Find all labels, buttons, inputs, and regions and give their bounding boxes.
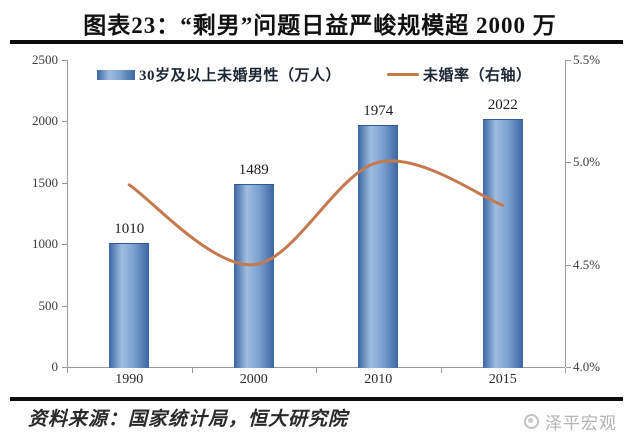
left-axis-tick-mark [62,305,67,307]
legend-label-line-series: 未婚率（右轴） [423,68,532,84]
right-axis-tick-mark [566,367,571,368]
right-axis-tick-mark [566,60,571,61]
right-axis-tick-label: 4.0% [573,359,601,374]
bar-value-label: 1489 [238,162,269,179]
bar-2015 [482,118,523,368]
bar-series-swatch-icon [97,69,135,80]
left-axis-tick-mark [62,121,67,123]
x-axis-category-label: 2010 [364,372,393,387]
title-underline-rule [10,40,623,44]
right-axis-tick-mark [566,162,571,164]
legend-item-bar-series: 30岁及以上未婚男性（万人） [97,64,341,85]
x-axis-tick-mark [67,368,68,373]
right-axis-tick-label: 4.5% [573,256,601,272]
watermark-label: 泽平宏观 [545,414,617,433]
right-axis-tick-label: 5.0% [573,154,601,170]
left-axis-tick-label: 1000 [32,236,58,252]
right-axis-tick-label: 5.5% [573,52,601,67]
left-axis-tick-mark [62,60,67,61]
x-axis-category-label: 2000 [239,372,268,387]
left-axis-tick-mark [62,244,67,246]
left-axis-tick-label: 2000 [32,113,58,129]
left-axis-line [67,60,68,367]
line-series-swatch-icon [387,73,420,76]
bar-2000 [233,184,274,368]
zeping-logo-icon [524,414,539,429]
right-axis-line [565,60,566,367]
x-axis-line [67,367,565,368]
x-axis-tick-mark [440,368,442,373]
bar-2010 [358,124,399,368]
left-axis-tick-label: 0 [51,359,59,374]
left-axis-tick-label: 1500 [32,174,58,190]
x-axis-tick-mark [191,368,193,373]
left-axis-tick-mark [62,182,67,184]
bar-1990 [109,242,150,368]
chart-title: 图表23：“剩男”问题日益严峻规模超 2000 万 [83,13,557,38]
left-axis-tick-mark [62,367,67,368]
chart-legend: 30岁及以上未婚男性（万人） 未婚率（右轴） [97,64,532,85]
left-axis-tick-label: 500 [38,297,59,313]
publisher-watermark: 泽平宏观 [524,409,617,434]
footer-divider-rule [10,397,623,401]
x-axis-category-label: 1990 [115,372,144,387]
right-axis-tick-mark [566,264,571,266]
bar-value-label: 1010 [114,220,145,237]
left-axis-tick-label: 2500 [32,52,58,67]
bar-value-label: 1974 [363,102,394,119]
x-axis-tick-mark [565,368,566,373]
x-axis-category-label: 2015 [488,372,517,387]
x-axis-tick-mark [316,368,317,373]
data-source-text: 资料来源：国家统计局，恒大研究院 [28,409,349,430]
bar-value-label: 2022 [487,96,518,113]
legend-label-bar-series: 30岁及以上未婚男性（万人） [139,68,342,84]
legend-item-line-series: 未婚率（右轴） [387,64,532,85]
